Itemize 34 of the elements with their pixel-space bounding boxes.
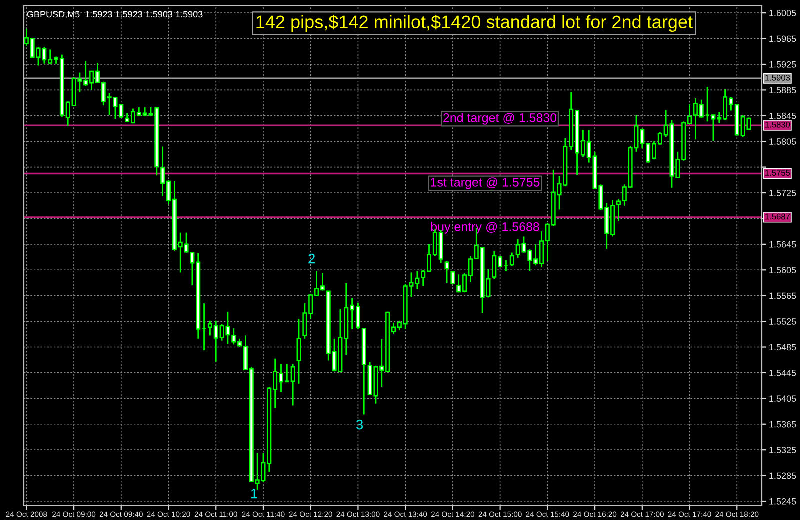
ref-line-label: 1.5903 xyxy=(766,74,790,81)
annotation: buy entry @ 1.5688 xyxy=(431,222,540,234)
y-tick-label: 1.6005 xyxy=(770,10,796,16)
candlestick xyxy=(444,260,450,284)
candlestick xyxy=(450,270,456,285)
annotation: 1 xyxy=(251,489,258,499)
y-tick-label: 1.5405 xyxy=(770,396,796,402)
annotation: 3 xyxy=(356,420,364,430)
y-tick-label: 1.5485 xyxy=(770,344,796,351)
candlestick xyxy=(510,252,514,267)
annotation: 1st target @ 1.5755 xyxy=(431,178,540,190)
y-tick-label: 1.5845 xyxy=(770,112,796,120)
y-tick-label: 1.5325 xyxy=(770,447,796,454)
annotation: 2nd target @ 1.5830 xyxy=(444,113,557,125)
y-tick-label: 1.5285 xyxy=(770,472,796,480)
y-tick-label: 1.5725 xyxy=(770,190,796,196)
ref-line-label: 1.5830 xyxy=(766,122,790,128)
ref-line-label: 1.5687 xyxy=(766,214,790,220)
y-tick-label: 1.5365 xyxy=(770,421,796,428)
chart-subtitle: GBPUSD,M5 1.5923 1.5923 1.5903 1.5903 xyxy=(27,11,203,19)
chart-title: 142 pips,$142 minilot,$1420 standard lot for 2nd target xyxy=(256,14,693,32)
y-tick-label: 1.5245 xyxy=(770,498,796,505)
y-tick-label: 1.5965 xyxy=(770,36,796,42)
y-tick-label: 1.5925 xyxy=(770,61,796,68)
y-tick-label: 1.5565 xyxy=(770,292,796,300)
annotation: 2 xyxy=(308,254,315,264)
y-tick-label: 1.5885 xyxy=(770,87,796,94)
y-tick-label: 1.5605 xyxy=(770,267,796,274)
candlestick xyxy=(296,318,302,385)
y-tick-label: 1.5445 xyxy=(770,370,796,376)
y-tick-label: 1.5645 xyxy=(770,241,796,248)
y-tick-label: 1.5525 xyxy=(770,318,796,325)
y-tick-label: 1.5805 xyxy=(770,138,796,145)
ref-line-label: 1.5755 xyxy=(766,170,790,176)
